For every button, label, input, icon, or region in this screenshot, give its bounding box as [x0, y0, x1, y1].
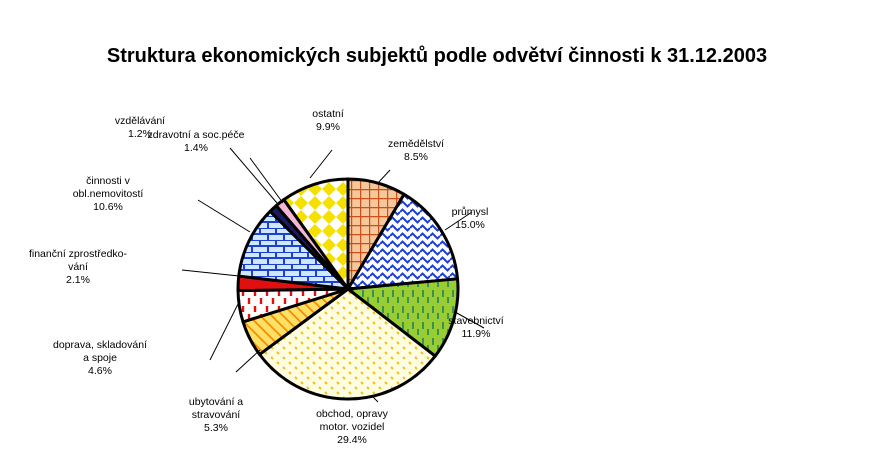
- slice-label-text: průmysl: [451, 206, 489, 218]
- slice-label-7: finanční zprostředko-vání 2.1%: [29, 248, 127, 287]
- leader-line-4: [371, 395, 379, 403]
- leader-line-10: [249, 157, 284, 204]
- slice-label-text: ostatní: [312, 108, 344, 120]
- slice-label-10: zdravotní a soc.péče 1.4%: [148, 129, 245, 155]
- slice-label-text: finanční zprostředko-: [28, 248, 128, 260]
- slice-label-text: motor. vozidel: [319, 421, 385, 433]
- leader-line-2: [444, 211, 473, 231]
- pie-slice-4: [258, 287, 437, 401]
- slice-label-text: doprava, skladování: [53, 339, 147, 351]
- slice-label-8: činnosti v obl.nemovitostí 10.6%: [73, 175, 144, 214]
- leader-line-1: [377, 169, 391, 184]
- leader-lines: [181, 147, 485, 403]
- slice-label-2: průmysl 15.0%: [452, 206, 489, 232]
- slice-label-6: doprava, skladování a spoje 4.6%: [53, 339, 147, 378]
- slice-percent: 8.5%: [404, 151, 428, 163]
- slice-label-text: stavebnictví: [448, 315, 504, 327]
- slice-label-11: ostatní 9.9%: [312, 108, 344, 134]
- leader-line-7: [181, 269, 240, 277]
- leader-line-11: [309, 149, 333, 179]
- slice-percent: 10.6%: [93, 201, 123, 213]
- slice-label-3: stavebnictví 11.9%: [448, 315, 503, 341]
- slice-percent: 15.0%: [455, 219, 485, 231]
- slice-label-1: zemědělství 8.5%: [388, 138, 444, 164]
- slice-label-text: činnosti v: [86, 175, 130, 187]
- leader-line-9: [229, 147, 278, 204]
- slice-label-text: obl.nemovitostí: [72, 188, 144, 200]
- leader-line-5: [235, 349, 261, 373]
- slice-percent: 29.4%: [337, 434, 367, 446]
- slice-percent: 9.9%: [316, 121, 340, 133]
- pie-slice-2: [346, 192, 460, 291]
- leader-line-8: [197, 199, 251, 233]
- slice-label-9: vzdělávání 1.2%: [115, 115, 165, 141]
- slice-label-text: ubytování a: [188, 396, 244, 408]
- slice-label-5: ubytování a stravování 5.3%: [189, 396, 243, 435]
- slice-percent: 4.6%: [88, 365, 112, 377]
- chart-title: Struktura ekonomických subjektů podle od…: [106, 45, 768, 67]
- leader-line-6: [209, 299, 241, 361]
- pie-slice-3: [346, 277, 460, 358]
- slice-label-text: a spoje: [83, 352, 117, 364]
- pie-slice-11: [282, 177, 350, 291]
- slice-label-text: vání: [68, 261, 88, 273]
- slice-percent: 1.4%: [184, 142, 208, 154]
- slice-percent: 11.9%: [461, 328, 491, 340]
- pie-slices: [236, 177, 460, 401]
- slice-label-text: zemědělství: [387, 138, 445, 150]
- slice-label-text: zdravotní a soc.péče: [147, 129, 245, 141]
- slice-percent: 1.2%: [128, 128, 152, 140]
- slice-percent: 5.3%: [204, 422, 228, 434]
- slice-label-text: vzdělávání: [114, 115, 166, 127]
- slice-percent: 2.1%: [66, 274, 90, 286]
- slice-label-text: stravování: [191, 409, 241, 421]
- slice-label-text: obchod, opravy: [316, 408, 388, 420]
- leader-line-3: [454, 311, 485, 329]
- slice-label-4: obchod, opravy motor. vozidel 29.4%: [316, 408, 388, 447]
